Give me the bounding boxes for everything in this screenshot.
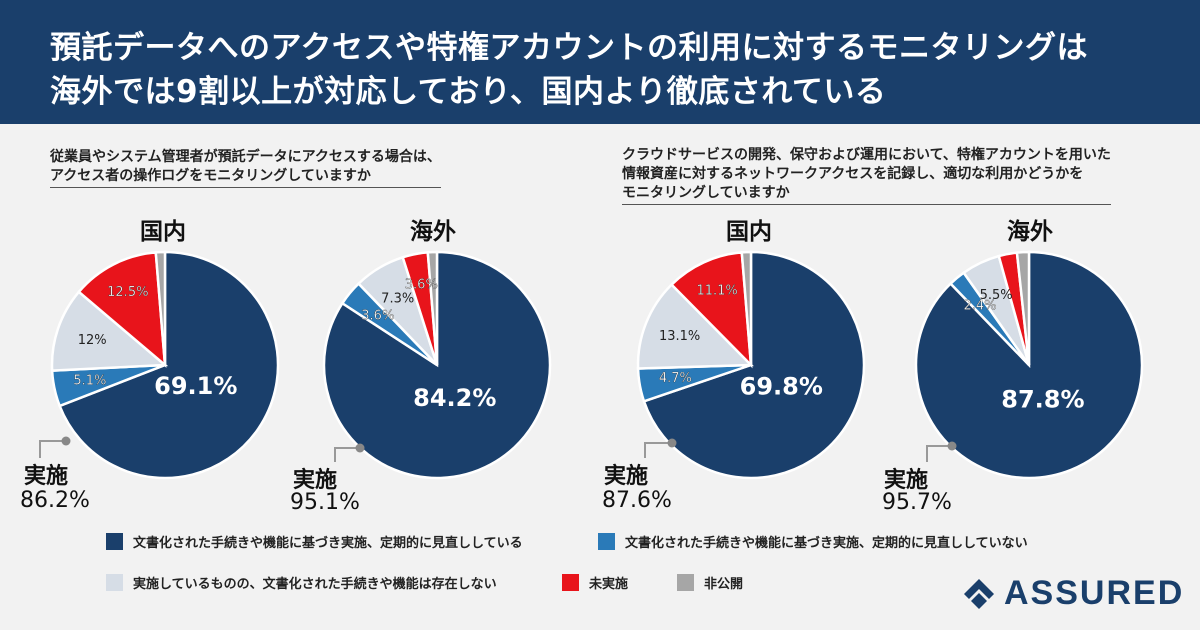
impl-label-2: 実施 xyxy=(293,468,338,493)
question-2-line-3: モニタリングしていますか xyxy=(622,185,790,201)
slice-no-documentation xyxy=(636,282,754,370)
slice-documented-not-reviewed-label: 3.6% xyxy=(361,309,394,324)
slice-undisclosed xyxy=(740,250,753,366)
slice-not-implemented xyxy=(77,251,167,368)
impl-label-3: 実施 xyxy=(604,464,649,489)
assured-logo-icon xyxy=(964,578,994,609)
pie-chart-3: 69.8% 4.7% 13.1% 11.1% xyxy=(636,250,866,480)
impl-total-3: 87.6% xyxy=(602,488,672,513)
legend-label: 未実施 xyxy=(589,576,629,592)
slice-documented-not-reviewed-label: 4.7% xyxy=(659,371,692,386)
slice-no-documentation-label: 13.1% xyxy=(659,329,700,344)
slice-documented-not-reviewed-label: 2.4% xyxy=(963,298,996,313)
slice-no-documentation-label: 7.3% xyxy=(381,292,414,307)
legend-item-documented-reviewed: 文書化された手続きや機能に基づき実施、定期的に見直ししている xyxy=(106,531,523,551)
slice-documented-reviewed-label: 84.2% xyxy=(413,384,496,412)
legend-item-not-implemented: 未実施 xyxy=(562,572,628,592)
slice-documented-not-reviewed-label: 5.1% xyxy=(73,374,106,389)
legend-label: 実施しているものの、文書化された手続きや機能は存在しない xyxy=(133,576,497,592)
legend-swatch xyxy=(562,573,579,591)
slice-documented-reviewed xyxy=(58,250,280,480)
question-1-line-2: アクセス者の操作ログをモニタリングしていますか xyxy=(50,168,371,184)
headline-line-2: 海外では9割以上が対応しており、国内より徹底されている xyxy=(50,74,887,110)
pie-chart-2: 84.2%3.6%7.3%3.6% xyxy=(322,250,552,480)
legend-swatch xyxy=(677,573,694,591)
impl-total-1: 86.2% xyxy=(20,488,90,513)
assured-logo: ASSURED xyxy=(962,574,1184,613)
slice-documented-reviewed-label: 69.1% xyxy=(154,372,237,400)
headline-line-1: 預託データへのアクセスや特権アカウントの利用に対するモニタリングは xyxy=(50,30,1088,66)
slice-no-documentation-label: 12% xyxy=(78,333,107,348)
impl-label-4: 実施 xyxy=(884,468,929,493)
slice-no-documentation-label: 5.5% xyxy=(980,288,1013,303)
header-banner: 預託データへのアクセスや特権アカウントの利用に対するモニタリングは 海外では9割… xyxy=(0,0,1200,124)
legend-label: 非公開 xyxy=(704,576,744,592)
question-2: クラウドサービスの開発、保守および運用において、特権アカウントを用いた 情報資産… xyxy=(622,146,1111,205)
pie-3-title: 国内 xyxy=(726,219,772,245)
legend-swatch xyxy=(106,573,123,591)
question-2-line-2: 情報資産に対するネットワークアクセスを記録し、適切な利用かどうかを xyxy=(622,166,1084,182)
slice-no-documentation xyxy=(50,290,169,372)
slice-not-implemented-label: 3.6% xyxy=(405,278,438,293)
slice-undisclosed xyxy=(1015,250,1031,366)
slice-not-implemented-label: 12.5% xyxy=(107,285,148,300)
legend-item-no-documentation: 実施しているものの、文書化された手続きや機能は存在しない xyxy=(106,572,497,592)
question-1-line-1: 従業員やシステム管理者が預託データにアクセスする場合は、 xyxy=(50,149,441,165)
pie-chart-4: 87.8% 2.4%5.5% xyxy=(914,250,1144,480)
pie-2-title: 海外 xyxy=(410,219,456,245)
slice-not-implemented-label: 11.1% xyxy=(696,284,737,299)
impl-total-2: 95.1% xyxy=(290,490,360,515)
legend-label: 文書化された手続きや機能に基づき実施、定期的に見直ししている xyxy=(133,535,523,551)
legend-label: 文書化された手続きや機能に基づき実施、定期的に見直ししていない xyxy=(625,535,1028,551)
slice-documented-reviewed xyxy=(642,250,866,480)
slice-documented-reviewed-label: 87.8% xyxy=(1001,386,1084,414)
pie-chart-1: 69.1% 5.1% 12% 12.5% xyxy=(50,250,280,480)
legend-item-documented-not-reviewed: 文書化された手続きや機能に基づき実施、定期的に見直ししていない xyxy=(598,531,1028,551)
slice-undisclosed xyxy=(154,250,167,366)
legend-swatch xyxy=(106,532,123,550)
slice-not-implemented xyxy=(669,251,753,369)
question-1: 従業員やシステム管理者が預託データにアクセスする場合は、 アクセス者の操作ログを… xyxy=(50,148,441,188)
legend-swatch xyxy=(598,532,615,550)
pie-1-title: 国内 xyxy=(140,219,186,245)
pie-4-title: 海外 xyxy=(1007,219,1053,245)
impl-total-4: 95.7% xyxy=(882,490,952,515)
slice-undisclosed xyxy=(426,250,439,366)
question-2-line-1: クラウドサービスの開発、保守および運用において、特権アカウントを用いた xyxy=(622,147,1111,163)
slice-documented-reviewed-label: 69.8% xyxy=(740,373,823,401)
legend-item-undisclosed: 非公開 xyxy=(677,572,743,592)
impl-label-1: 実施 xyxy=(24,464,69,489)
assured-logo-text: ASSURED xyxy=(1004,574,1185,612)
